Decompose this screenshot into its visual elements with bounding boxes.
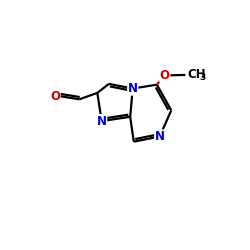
Text: CH: CH [187, 68, 206, 82]
Text: O: O [50, 90, 60, 103]
Text: O: O [160, 69, 170, 82]
Text: N: N [128, 82, 138, 95]
Text: 3: 3 [200, 73, 206, 82]
Text: N: N [97, 114, 107, 128]
Text: N: N [155, 130, 165, 143]
